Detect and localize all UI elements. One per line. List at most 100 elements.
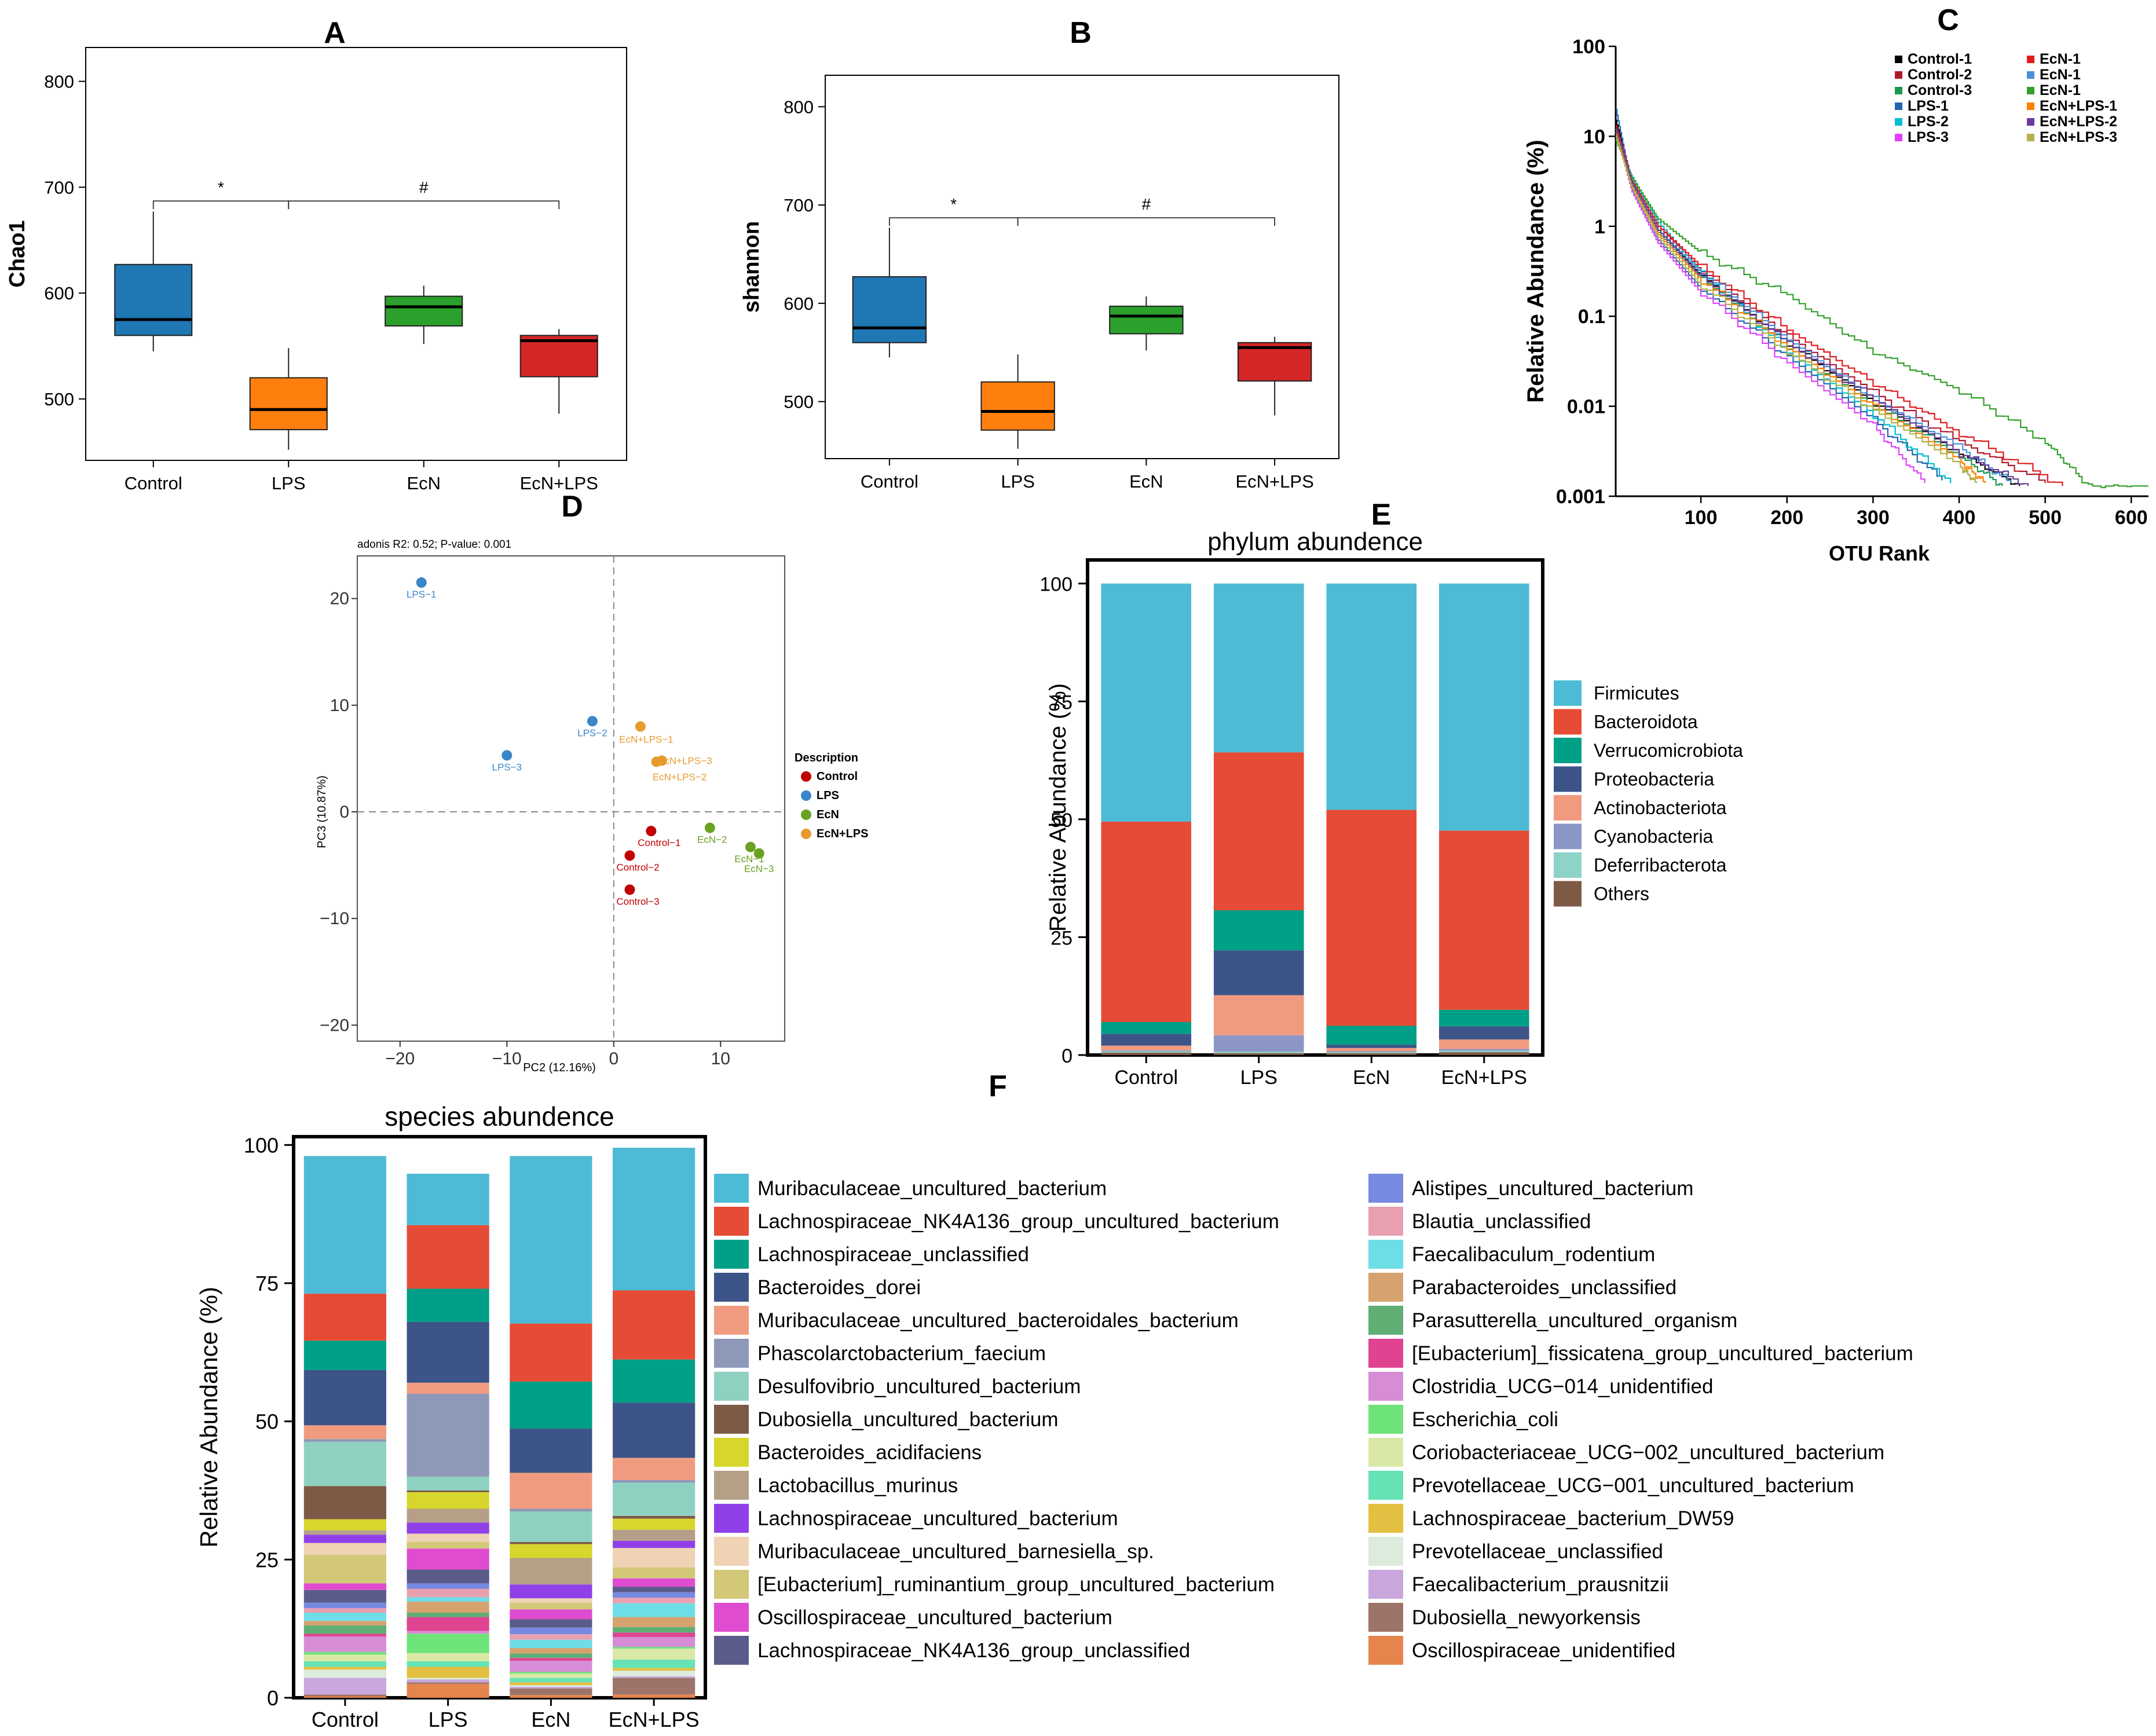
segment-ecn-eubacterium-ruminantium-group-uncultured-bacterium <box>510 1602 592 1610</box>
segment-ecn-lps-muribaculaceae-uncultured-barnesiella-sp <box>613 1548 696 1567</box>
segment-control-faecalibaculum-rodentium <box>303 1612 386 1621</box>
y-axis-label: Chao1 <box>5 220 30 287</box>
legend-swatch-firmicutes <box>1554 680 1582 706</box>
segment-ecn-lps-bacteroides-dorei <box>613 1402 696 1458</box>
segment-ecn-lachnospiraceae-nk4a136-group-unclassified <box>510 1619 592 1628</box>
segment-lps-others <box>1213 1053 1304 1055</box>
legend-label-clostridia-ucg-014-unidentified: Clostridia_UCG−014_unidentified <box>1412 1375 1713 1398</box>
y-tick-label-100: 100 <box>1039 574 1072 596</box>
x-tick-label-ecn: EcN <box>407 473 441 493</box>
segment-ecn-proteobacteria <box>1326 1045 1417 1048</box>
significance-label-1: # <box>1142 195 1151 213</box>
point-label-control-3: Control−3 <box>616 896 659 907</box>
x-tick-label-control: Control <box>125 473 182 493</box>
legend-swatch-verrucomicrobiota <box>1554 738 1582 763</box>
panel-f-species-bar: species abundence 0 25 50 75 100 Relative Abun… <box>195 1070 1913 1731</box>
segment-lps-dubosiella-newyorkensis <box>407 1682 489 1684</box>
legend-label-actinobacteriota: Actinobacteriota <box>1594 797 1727 818</box>
segment-ecn-lps-prevotellaceae-unclassified <box>613 1671 696 1676</box>
legend-label-prevotellaceae-unclassified: Prevotellaceae_unclassified <box>1412 1540 1663 1563</box>
segment-ecn-lachnospiraceae-unclassified <box>510 1381 592 1429</box>
segment-lps-eubacterium-fissicatena-group-uncultured-bacterium <box>407 1617 489 1631</box>
legend-swatch-control-2-1 <box>1895 71 1902 79</box>
point-label-ecn-lps-3: EcN+LPS−3 <box>658 756 712 767</box>
legend-label-parabacteroides-unclassified: Parabacteroides_unclassified <box>1412 1276 1677 1299</box>
legend-title: Description <box>795 752 858 764</box>
legend-label-bacteroides-dorei: Bacteroides_dorei <box>757 1276 921 1299</box>
legend-swatch-lactobacillus-murinus <box>714 1471 749 1500</box>
x-axis-label: PC2 (12.16%) <box>523 1061 596 1074</box>
segment-lps-lachnospiraceae-bacterium-dw59 <box>407 1667 489 1678</box>
segment-ecn-alistipes-uncultured-bacterium <box>510 1627 592 1635</box>
y-tick-label-600: 600 <box>784 294 814 314</box>
legend-label-ecn-1-8: EcN-1 <box>2040 82 2081 98</box>
x-tick-label-control: Control <box>1114 1067 1178 1089</box>
segment-lps-lactobacillus-murinus <box>407 1508 489 1523</box>
legend-label-parasutterella-uncultured-organism: Parasutterella_uncultured_organism <box>1412 1309 1737 1332</box>
legend-dot-ecn <box>801 810 811 820</box>
panel-label: B <box>1070 16 1092 50</box>
segment-control-clostridia-ucg-014-unidentified <box>303 1636 386 1652</box>
legend-swatch-lps-3-5 <box>1895 134 1902 141</box>
segment-control-lachnospiraceae-uncultured-bacterium <box>303 1534 386 1543</box>
segment-ecn-dubosiella-newyorkensis <box>510 1688 592 1695</box>
legend-label-bacteroidota: Bacteroidota <box>1594 712 1698 733</box>
segment-control-oscillospiraceae-uncultured-bacterium <box>303 1583 386 1590</box>
significance-label-0: * <box>218 178 224 196</box>
segment-lps-deferribacterota <box>1213 1052 1304 1053</box>
y-tick-label-800: 800 <box>44 72 74 92</box>
legend-swatch-control-1-0 <box>1895 56 1902 63</box>
y-tick-label-1: 0.01 <box>1567 396 1605 418</box>
segment-lps-lachnospiraceae-nk4a136-group-unclassified <box>407 1569 489 1584</box>
rank-curve-ecn-lps-3-11 <box>1616 135 1977 484</box>
box-control <box>114 263 193 336</box>
x-tick-label--20: −20 <box>385 1049 415 1068</box>
segment-ecn-lps-deferribacterota <box>1438 1050 1529 1053</box>
segment-ecn-lps-escherichia-coli <box>613 1647 696 1649</box>
plot-frame <box>292 1135 707 1700</box>
legend-swatch-muribaculaceae-uncultured-bacterium <box>714 1174 749 1203</box>
legend-label-oscillospiraceae-uncultured-bacterium: Oscillospiraceae_uncultured_bacterium <box>757 1606 1112 1629</box>
segment-control-prevotellaceae-ucg-001-uncultured-bacterium <box>303 1661 386 1667</box>
legend-swatch-ecn-1-7 <box>2027 71 2034 79</box>
legend-swatch-parasutterella-uncultured-organism <box>1368 1306 1403 1335</box>
segment-ecn-lps-oscillospiraceae-uncultured-bacterium <box>613 1578 696 1587</box>
segment-ecn-lps-lachnospiraceae-unclassified <box>613 1359 696 1403</box>
segment-ecn-others <box>1326 1053 1417 1055</box>
segment-ecn-lps-desulfovibrio-uncultured-bacterium <box>613 1482 696 1516</box>
point-lps-1 <box>416 577 427 588</box>
segment-ecn-oscillospiraceae-unidentified <box>510 1695 592 1698</box>
legend-swatch-eubacterium-fissicatena-group-uncultured-bacterium <box>1368 1339 1403 1368</box>
point-label-ecn-2: EcN−2 <box>697 834 727 845</box>
y-axis-label: PC3 (10.87%) <box>316 775 328 848</box>
segment-lps-verrucomicrobiota <box>1213 910 1304 951</box>
point-label-control-1: Control−1 <box>638 837 680 848</box>
legend-swatch-faecalibacterium-prausnitzii <box>1368 1570 1403 1599</box>
x-tick-label-ecn: EcN <box>531 1708 570 1731</box>
segment-ecn-firmicutes <box>1326 583 1417 810</box>
legend-label-coriobacteriaceae-ucg-002-uncultured-bacterium: Coriobacteriaceae_UCG−002_uncultured_bac… <box>1412 1441 1884 1464</box>
box-ecn-lps <box>1237 342 1312 382</box>
y-tick-label--10: −10 <box>320 909 349 928</box>
point-lps-2 <box>587 716 598 727</box>
plot-frame <box>1086 558 1544 1057</box>
segment-ecn-lps-others <box>1438 1052 1529 1055</box>
segment-ecn-phascolarctobacterium-faecium <box>510 1508 592 1512</box>
legend-swatch-proteobacteria <box>1554 766 1582 792</box>
segment-ecn-bacteroides-acidifaciens <box>510 1544 592 1558</box>
segment-ecn-lps-eubacterium-fissicatena-group-uncultured-bacterium <box>613 1632 696 1637</box>
point-lps-3 <box>502 750 513 761</box>
x-tick-label-ecn-lps: EcN+LPS <box>1235 471 1313 492</box>
legend-label-firmicutes: Firmicutes <box>1594 683 1679 704</box>
segment-lps-eubacterium-ruminantium-group-uncultured-bacterium <box>407 1541 489 1549</box>
legend-label-control-3-2: Control-3 <box>1908 82 1972 98</box>
plot-frame <box>85 47 627 461</box>
point-control-2 <box>624 850 635 861</box>
significance-label-0: * <box>950 195 957 213</box>
legend-label-dubosiella-newyorkensis: Dubosiella_newyorkensis <box>1412 1606 1641 1629</box>
legend-swatch-actinobacteriota <box>1554 795 1582 821</box>
segment-lps-muribaculaceae-uncultured-bacterium <box>407 1173 489 1225</box>
legend-label-lps-3-5: LPS-3 <box>1908 129 1949 145</box>
legend-label-lps: LPS <box>817 789 839 802</box>
y-axis-label: shannon <box>740 221 764 313</box>
